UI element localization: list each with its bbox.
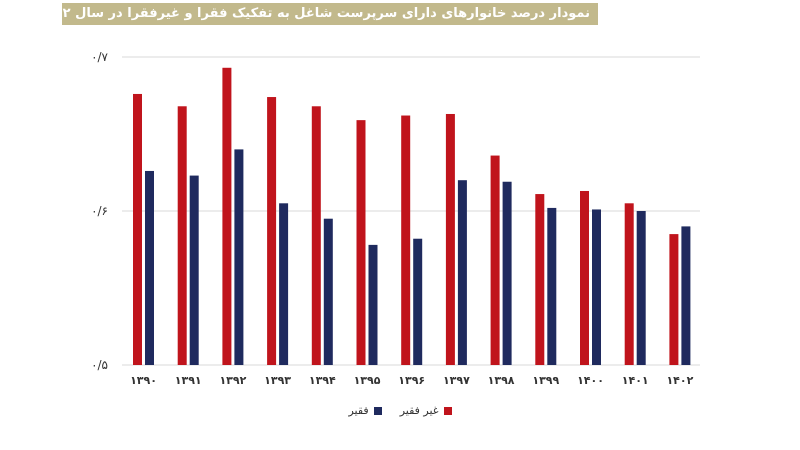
x-tick-label: ۱۳۹۶	[398, 374, 425, 387]
bar-poor	[547, 207, 557, 365]
bar-non-poor	[580, 190, 589, 365]
bar-poor	[681, 226, 691, 365]
bar-non-poor	[356, 120, 366, 365]
bar-poor	[636, 211, 646, 365]
bar-poor	[145, 170, 154, 365]
x-tick-label: ۱۳۹۰	[130, 374, 157, 387]
bar-poor	[323, 218, 333, 365]
legend: غیر فقیر فقیر	[0, 404, 800, 417]
x-tick-label: ۱۳۹۹	[532, 374, 559, 387]
bar-poor	[368, 244, 378, 365]
chart-title: نمودار درصد خانوارهای دارای سرپرست شاغل …	[62, 3, 598, 25]
x-tick-label: ۱۳۹۳	[264, 374, 291, 387]
bar-non-poor	[490, 155, 500, 365]
x-tick-label: ۱۳۹۷	[443, 374, 470, 387]
y-tick-label: ۰/۶	[91, 204, 108, 218]
y-tick-label: ۰/۷	[91, 50, 108, 64]
bar-poor	[502, 181, 512, 365]
legend-swatch-poor	[373, 406, 382, 415]
legend-label-poor: فقیر	[348, 404, 369, 417]
x-tick-label: ۱۳۹۱	[175, 374, 202, 387]
bar-non-poor	[624, 203, 634, 365]
bar-poor	[189, 175, 199, 365]
bar-non-poor	[267, 97, 277, 365]
bar-non-poor	[311, 106, 321, 365]
bar-poor	[413, 238, 423, 365]
bar-non-poor	[669, 234, 679, 365]
bar-poor	[234, 149, 244, 365]
bar-non-poor	[222, 67, 232, 365]
bar-poor	[457, 180, 467, 365]
legend-item-non-poor: غیر فقیر	[400, 404, 452, 417]
bar-non-poor	[401, 115, 411, 366]
x-tick-label: ۱۴۰۲	[666, 374, 693, 387]
bar-non-poor	[535, 194, 545, 365]
x-tick-label: ۱۳۹۵	[354, 374, 381, 387]
x-tick-label: ۱۳۹۴	[309, 374, 336, 387]
legend-swatch-non-poor	[443, 406, 452, 415]
bar-poor	[279, 203, 289, 365]
legend-item-poor: فقیر	[348, 404, 382, 417]
x-tick-label: ۱۳۹۸	[488, 374, 515, 387]
y-tick-label: ۰/۵	[91, 358, 108, 372]
x-tick-label: ۱۴۰۱	[622, 374, 649, 387]
legend-label-non-poor: غیر فقیر	[399, 404, 439, 417]
x-tick-label: ۱۴۰۰	[577, 374, 604, 387]
bar-non-poor	[445, 113, 455, 365]
bar-non-poor	[177, 106, 187, 365]
bar-poor	[592, 209, 601, 365]
x-tick-label: ۱۳۹۲	[219, 374, 246, 387]
bar-non-poor	[133, 93, 142, 366]
